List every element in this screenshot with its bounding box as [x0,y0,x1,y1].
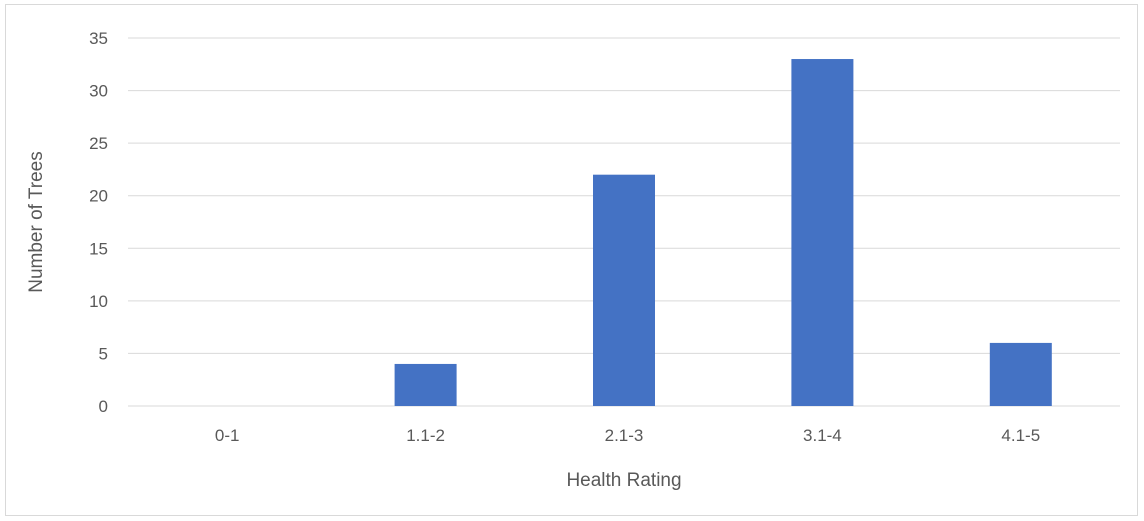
x-axis-title: Health Rating [566,470,681,491]
chart-frame [5,4,1138,516]
y-tick-label: 20 [89,187,108,206]
bars [394,59,1052,407]
bar-4.1-5 [989,342,1052,406]
y-axis-ticks: 0 5 10 15 20 25 30 35 [89,29,108,416]
x-tick-label: 4.1-5 [1001,426,1040,445]
bar-1.1-2 [394,363,457,406]
y-axis-title: Number of Trees [26,151,47,293]
x-tick-label: 0-1 [215,426,240,445]
x-tick-label: 1.1-2 [406,426,445,445]
y-tick-label: 10 [89,292,108,311]
bar-2.1-3 [593,174,655,406]
y-tick-label: 0 [99,397,108,416]
y-tick-label: 15 [89,239,108,258]
x-axis-ticks: 0-1 1.1-2 2.1-3 3.1-4 4.1-5 [215,426,1040,445]
y-tick-label: 30 [89,82,108,101]
x-tick-label: 3.1-4 [803,426,842,445]
y-tick-label: 25 [89,134,108,153]
y-tick-label: 5 [99,344,108,363]
y-tick-label: 35 [89,29,108,48]
x-tick-label: 2.1-3 [605,426,644,445]
bar-3.1-4 [791,59,854,407]
